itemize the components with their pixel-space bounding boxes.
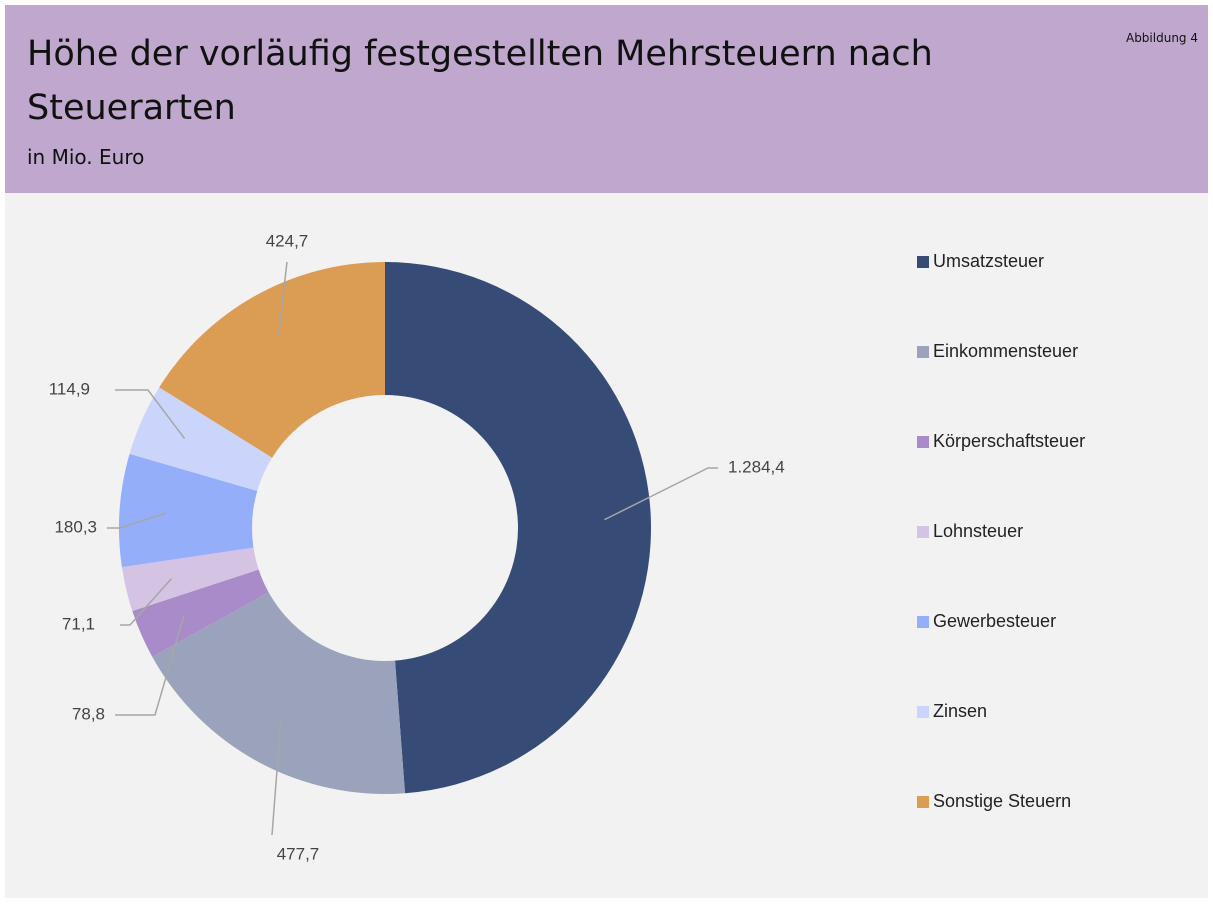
legend-label: Körperschaftsteuer	[933, 431, 1085, 451]
header: Höhe der vorläufig festgestellten Mehrst…	[5, 5, 1208, 193]
leader-line	[271, 721, 282, 836]
donut-segment	[132, 569, 269, 657]
legend-swatch	[917, 436, 929, 448]
data-label: 180,3	[54, 517, 97, 536]
figure-label: Abbildung 4	[1125, 31, 1198, 45]
legend-label: Einkommensteuer	[933, 341, 1078, 361]
data-label: 477,7	[277, 844, 320, 863]
data-label: 114,9	[49, 379, 90, 398]
chart-subtitle: in Mio. Euro	[27, 145, 145, 169]
donut-segment	[159, 262, 385, 458]
legend-swatch	[917, 346, 929, 358]
legend-swatch	[917, 616, 929, 628]
legend-swatch	[917, 796, 929, 808]
data-label: 1.284,4	[728, 457, 785, 476]
leader-line	[107, 512, 167, 529]
leader-line	[604, 467, 718, 521]
leader-line	[120, 578, 172, 626]
data-label: 78,8	[72, 704, 105, 723]
data-label: 424,7	[266, 231, 309, 250]
legend-label: Umsatzsteuer	[933, 251, 1044, 271]
legend-swatch	[917, 706, 929, 718]
chart-title: Höhe der vorläufig festgestellten Mehrst…	[27, 34, 933, 128]
legend-label: Lohnsteuer	[933, 521, 1023, 541]
donut-segment	[152, 592, 406, 795]
legend-swatch	[917, 526, 929, 538]
leader-line	[277, 261, 288, 337]
legend-label: Zinsen	[933, 701, 987, 721]
legend-label: Sonstige Steuern	[933, 791, 1071, 811]
leader-line	[115, 389, 186, 439]
legend-swatch	[917, 256, 929, 268]
legend-label: Gewerbesteuer	[933, 611, 1056, 631]
donut-segment	[119, 453, 258, 568]
leader-line	[115, 615, 185, 716]
data-label: 71,1	[62, 614, 95, 633]
chart: 1.284,4 477,7 78,8 71,1 180,3 114,9 424,7 Umsat…	[5, 193, 1208, 898]
donut-segment	[385, 262, 652, 794]
